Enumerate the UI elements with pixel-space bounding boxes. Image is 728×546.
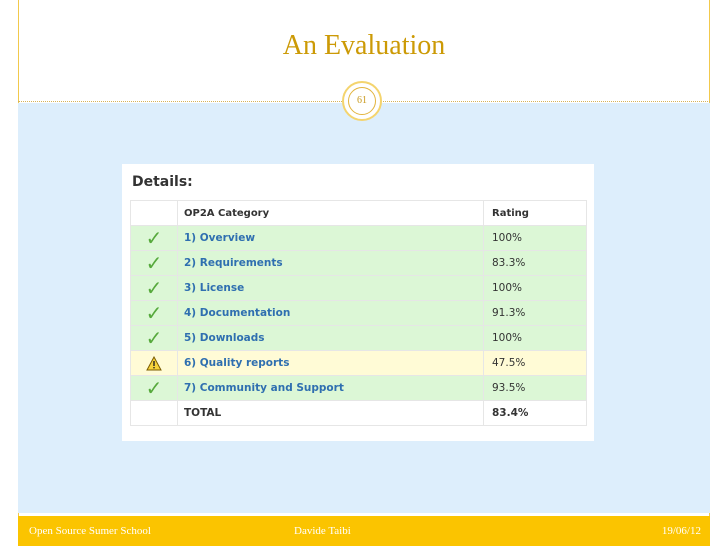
table-total-row: TOTAL 83.4% xyxy=(130,400,587,426)
status-cell: ✓ xyxy=(130,300,178,326)
rating-cell: 93.5% xyxy=(483,375,587,401)
status-cell: ✓ xyxy=(130,225,178,251)
status-cell: ✓ xyxy=(130,375,178,401)
page-number-badge: 61 xyxy=(342,81,382,121)
rating-cell: 47.5% xyxy=(483,350,587,376)
category-cell: 3) License xyxy=(177,275,484,301)
rating-header: Rating xyxy=(483,200,587,226)
table-row: ✓ 4) Documentation 91.3% xyxy=(130,300,587,326)
status-cell: ✓ xyxy=(130,250,178,276)
category-cell: 4) Documentation xyxy=(177,300,484,326)
category-cell: 5) Downloads xyxy=(177,325,484,351)
status-cell: ✓ xyxy=(130,325,178,351)
rating-cell: 100% xyxy=(483,325,587,351)
table-row: ✓ 7) Community and Support 93.5% xyxy=(130,375,587,401)
category-cell: 7) Community and Support xyxy=(177,375,484,401)
rating-cell: 100% xyxy=(483,275,587,301)
total-rating: 83.4% xyxy=(483,400,587,426)
evaluation-table: OP2A Category Rating ✓ 1) Overview 100% … xyxy=(130,200,587,426)
table-row: ✓ 3) License 100% xyxy=(130,275,587,301)
check-icon: ✓ xyxy=(145,251,163,275)
check-icon: ✓ xyxy=(145,301,163,325)
table-row: ✓ 5) Downloads 100% xyxy=(130,325,587,351)
warning-icon xyxy=(146,355,162,372)
check-icon: ✓ xyxy=(145,276,163,300)
table-row: 6) Quality reports 47.5% xyxy=(130,350,587,376)
total-label: TOTAL xyxy=(177,400,484,426)
status-cell xyxy=(130,350,178,376)
footer-event: Open Source Sumer School xyxy=(29,525,151,537)
rating-cell: 100% xyxy=(483,225,587,251)
check-icon: ✓ xyxy=(145,376,163,400)
status-cell xyxy=(130,400,178,426)
check-icon: ✓ xyxy=(145,326,163,350)
slide-title: An Evaluation xyxy=(282,30,446,61)
rating-cell: 91.3% xyxy=(483,300,587,326)
status-header-cell xyxy=(130,200,178,226)
category-cell: 1) Overview xyxy=(177,225,484,251)
table-header-row: OP2A Category Rating xyxy=(130,200,587,226)
page-number: 61 xyxy=(348,87,376,115)
footer-date: 19/06/12 xyxy=(661,525,701,537)
table-row: ✓ 1) Overview 100% xyxy=(130,225,587,251)
table-row: ✓ 2) Requirements 83.3% xyxy=(130,250,587,276)
evaluation-details-panel: Details: OP2A Category Rating ✓ 1) Overv… xyxy=(122,164,594,441)
details-heading: Details: xyxy=(132,174,193,190)
footer-bar: Open Source Sumer School Davide Taibi 19… xyxy=(18,516,710,546)
rating-cell: 83.3% xyxy=(483,250,587,276)
category-cell: 6) Quality reports xyxy=(177,350,484,376)
check-icon: ✓ xyxy=(145,226,163,250)
category-header: OP2A Category xyxy=(177,200,484,226)
status-cell: ✓ xyxy=(130,275,178,301)
footer-author: Davide Taibi xyxy=(294,525,351,537)
category-cell: 2) Requirements xyxy=(177,250,484,276)
